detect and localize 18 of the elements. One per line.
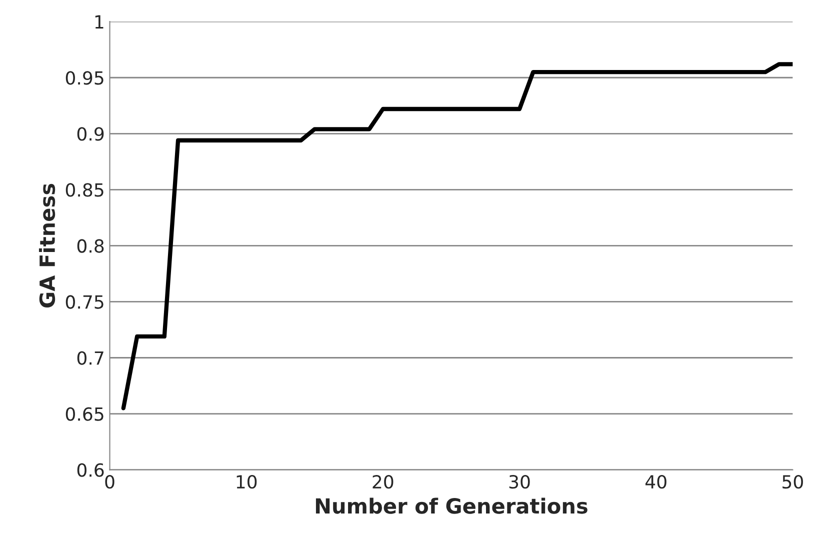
y-tick-label: 0.65: [66, 407, 104, 421]
x-tick-label: 40: [645, 474, 666, 489]
y-tick-label: 0.85: [66, 183, 104, 197]
y-tick-label: 0.8: [77, 239, 104, 253]
x-tick-label: 0: [105, 474, 114, 489]
y-tick-label: 0.7: [77, 351, 104, 365]
x-tick-label: 10: [236, 474, 257, 489]
y-tick-label: 0.9: [77, 127, 104, 141]
y-tick-label: 0.6: [77, 463, 104, 477]
line-series: [121, 62, 793, 410]
x-tick-label: 20: [372, 474, 394, 489]
y-axis-title: GA Fitness: [38, 184, 56, 308]
y-tick-label: 0.75: [66, 295, 104, 309]
x-axis-title: Number of Generations: [316, 498, 588, 514]
y-tick-label: 1: [95, 15, 104, 28]
x-tick-label: 30: [509, 474, 530, 489]
x-tick-label: 50: [782, 474, 803, 489]
y-tick-label: 0.95: [66, 71, 104, 85]
